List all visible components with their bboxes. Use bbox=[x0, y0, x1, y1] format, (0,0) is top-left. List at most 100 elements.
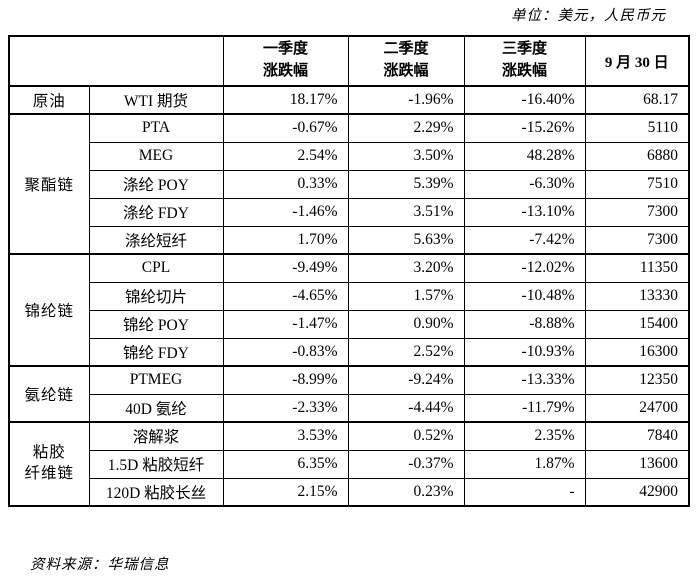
header-q3-line2: 涨跌幅 bbox=[501, 63, 547, 79]
q1-value-cell: -4.65% bbox=[222, 281, 349, 311]
product-cell: 40D 氨纶 bbox=[88, 393, 224, 423]
q3-value-cell: 1.87% bbox=[463, 449, 586, 479]
product-cell: 涤纶 FDY bbox=[88, 197, 224, 227]
q3-value-cell: - bbox=[463, 477, 586, 507]
q3-value-cell: 2.35% bbox=[463, 421, 586, 451]
q2-value-cell: 0.90% bbox=[347, 309, 465, 339]
q1-value-cell: 18.17% bbox=[222, 85, 349, 115]
table-row: 锦纶切片 -4.65% 1.57% -10.48% 13330 bbox=[9, 281, 690, 311]
category-cell-viscose-fiber-chain: 粘胶 纤维链 bbox=[8, 421, 90, 507]
sep30-value-cell: 5110 bbox=[584, 113, 690, 143]
q2-value-cell: -1.96% bbox=[347, 85, 465, 115]
q2-value-cell: 5.63% bbox=[347, 225, 465, 255]
header-q2-line2: 涨跌幅 bbox=[383, 63, 429, 79]
q3-value-cell: 48.28% bbox=[463, 141, 586, 171]
table-header-row: 一季度 涨跌幅 二季度 涨跌幅 三季度 涨跌幅 9 月 30 日 bbox=[8, 35, 690, 87]
q1-value-cell: -9.49% bbox=[222, 253, 349, 283]
sep30-value-cell: 11350 bbox=[584, 253, 690, 283]
sep30-value-cell: 7300 bbox=[584, 225, 690, 255]
table-row: 原油 WTI 期货 18.17% -1.96% -16.40% 68.17 bbox=[8, 85, 690, 115]
product-cell: 120D 粘胶长丝 bbox=[88, 477, 224, 507]
category-line1: 粘胶 bbox=[32, 444, 66, 462]
unit-note: 单位：美元，人民币元 bbox=[511, 8, 666, 24]
q3-value-cell: -15.26% bbox=[463, 113, 586, 143]
q1-value-cell: 3.53% bbox=[222, 421, 349, 451]
category-cell-polyester-chain: 聚酯链 bbox=[8, 113, 90, 255]
sep30-value-cell: 12350 bbox=[584, 365, 690, 395]
source-note: 资料来源：华瑞信息 bbox=[30, 557, 170, 573]
q3-value-cell: -13.33% bbox=[463, 365, 586, 395]
q3-value-cell: -6.30% bbox=[463, 169, 586, 199]
table-row: 40D 氨纶 -2.33% -4.44% -11.79% 24700 bbox=[9, 393, 690, 423]
q1-value-cell: -0.67% bbox=[222, 113, 349, 143]
header-q1-line2: 涨跌幅 bbox=[262, 63, 308, 79]
table-row: 120D 粘胶长丝 2.15% 0.23% - 42900 bbox=[9, 477, 690, 507]
q3-value-cell: -13.10% bbox=[463, 197, 586, 227]
product-cell: 溶解浆 bbox=[88, 421, 224, 451]
q2-value-cell: 0.23% bbox=[347, 477, 465, 507]
table-row: 涤纶短纤 1.70% 5.63% -7.42% 7300 bbox=[9, 225, 690, 255]
q2-value-cell: 2.29% bbox=[347, 113, 465, 143]
header-q1-line1: 一季度 bbox=[262, 41, 308, 58]
header-q2-line1: 二季度 bbox=[383, 41, 429, 58]
product-cell: CPL bbox=[88, 253, 224, 283]
q2-value-cell: 3.20% bbox=[347, 253, 465, 283]
product-cell: 1.5D 粘胶短纤 bbox=[88, 449, 224, 479]
q1-value-cell: 0.33% bbox=[222, 169, 349, 199]
header-sep30-date: 9 月 30 日 bbox=[584, 35, 690, 87]
sep30-value-cell: 13330 bbox=[584, 281, 690, 311]
q2-value-cell: 5.39% bbox=[347, 169, 465, 199]
table-row: 锦纶 POY -1.47% 0.90% -8.88% 15400 bbox=[9, 309, 690, 339]
q3-value-cell: -12.02% bbox=[463, 253, 586, 283]
q1-value-cell: 1.70% bbox=[222, 225, 349, 255]
price-table: 一季度 涨跌幅 二季度 涨跌幅 三季度 涨跌幅 9 月 30 日 原油 WTI … bbox=[8, 35, 690, 507]
header-q2-change: 二季度 涨跌幅 bbox=[347, 35, 465, 87]
q2-value-cell: -9.24% bbox=[347, 365, 465, 395]
product-cell: PTA bbox=[88, 113, 224, 143]
table-row: 粘胶 纤维链 溶解浆 3.53% 0.52% 2.35% 7840 bbox=[8, 421, 690, 507]
q3-value-cell: -10.93% bbox=[463, 337, 586, 367]
table-row: 氨纶链 PTMEG -8.99% -9.24% -13.33% 12350 bbox=[8, 365, 690, 423]
q1-value-cell: -1.47% bbox=[222, 309, 349, 339]
product-cell: PTMEG bbox=[88, 365, 224, 395]
sep30-value-cell: 13600 bbox=[584, 449, 690, 479]
sep30-value-cell: 68.17 bbox=[584, 85, 690, 115]
table-row: MEG 2.54% 3.50% 48.28% 6880 bbox=[9, 141, 690, 171]
table-row: 聚酯链 PTA -0.67% 2.29% -15.26% 5110 bbox=[8, 113, 690, 255]
q2-value-cell: -4.44% bbox=[347, 393, 465, 423]
table-row: 1.5D 粘胶短纤 6.35% -0.37% 1.87% 13600 bbox=[9, 449, 690, 479]
q2-value-cell: 3.50% bbox=[347, 141, 465, 171]
product-cell: 锦纶 POY bbox=[88, 309, 224, 339]
q2-value-cell: 2.52% bbox=[347, 337, 465, 367]
product-cell: WTI 期货 bbox=[88, 85, 224, 115]
q1-value-cell: -2.33% bbox=[222, 393, 349, 423]
product-cell: MEG bbox=[88, 141, 224, 171]
table-row: 锦纶 FDY -0.83% 2.52% -10.93% 16300 bbox=[9, 337, 690, 367]
product-cell: 锦纶切片 bbox=[88, 281, 224, 311]
sep30-value-cell: 24700 bbox=[584, 393, 690, 423]
sep30-value-cell: 16300 bbox=[584, 337, 690, 367]
table-row: 锦纶链 CPL -9.49% 3.20% -12.02% 11350 bbox=[8, 253, 690, 367]
sep30-value-cell: 6880 bbox=[584, 141, 690, 171]
product-cell: 涤纶 POY bbox=[88, 169, 224, 199]
q3-value-cell: -8.88% bbox=[463, 309, 586, 339]
product-cell: 涤纶短纤 bbox=[88, 225, 224, 255]
q3-value-cell: -10.48% bbox=[463, 281, 586, 311]
header-q3-change: 三季度 涨跌幅 bbox=[463, 35, 586, 87]
q3-value-cell: -16.40% bbox=[463, 85, 586, 115]
q1-value-cell: -1.46% bbox=[222, 197, 349, 227]
category-cell-nylon-chain: 锦纶链 bbox=[8, 253, 90, 367]
q2-value-cell: 1.57% bbox=[347, 281, 465, 311]
category-line2: 纤维链 bbox=[24, 465, 74, 482]
sep30-value-cell: 15400 bbox=[584, 309, 690, 339]
header-blank-cell bbox=[8, 35, 224, 87]
header-q1-change: 一季度 涨跌幅 bbox=[222, 35, 349, 87]
q2-value-cell: -0.37% bbox=[347, 449, 465, 479]
sep30-value-cell: 42900 bbox=[584, 477, 690, 507]
sep30-value-cell: 7510 bbox=[584, 169, 690, 199]
q1-value-cell: 6.35% bbox=[222, 449, 349, 479]
sep30-value-cell: 7300 bbox=[584, 197, 690, 227]
table-row: 涤纶 FDY -1.46% 3.51% -13.10% 7300 bbox=[9, 197, 690, 227]
category-cell-spandex-chain: 氨纶链 bbox=[8, 365, 90, 423]
